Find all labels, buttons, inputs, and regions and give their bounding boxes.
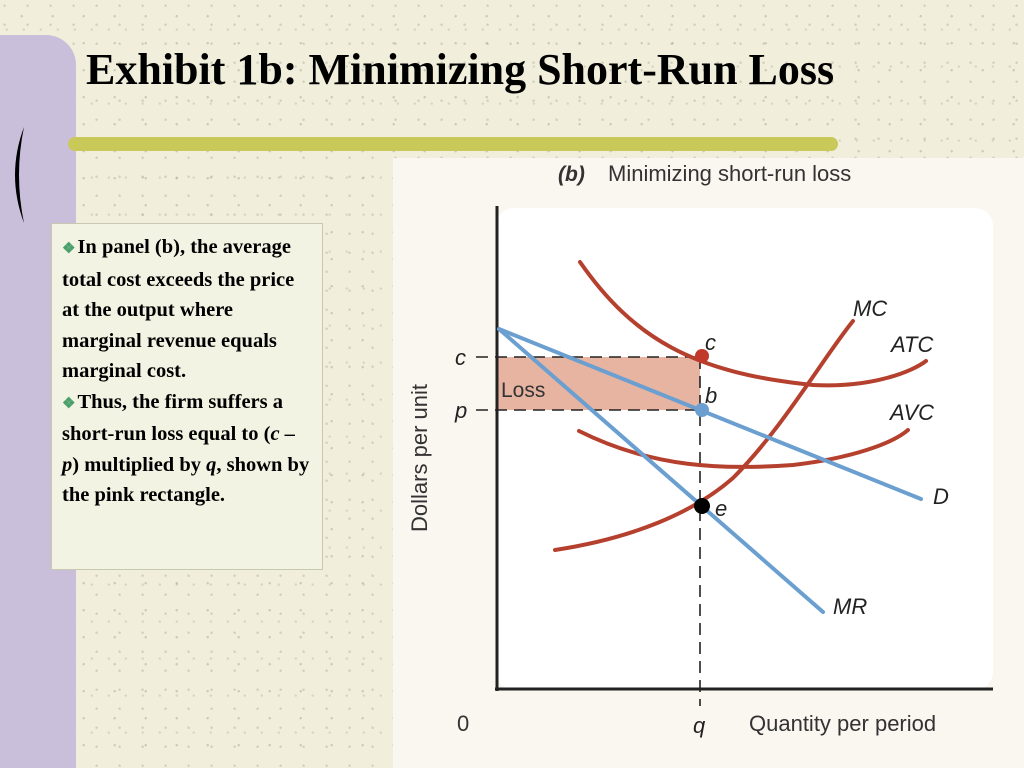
economics-figure: (b) Minimizing short-run loss Loss Dolla… [393, 158, 1024, 768]
y-tick-c: c [455, 345, 466, 370]
bullet-2-text-b: – [279, 423, 295, 445]
mr-label: MR [833, 594, 867, 619]
bullet-paragraph-2: ❖Thus, the firm suffers a short-run loss… [62, 387, 314, 511]
slide-title: Exhibit 1b: Minimizing Short-Run Loss [86, 45, 835, 94]
point-e-label: e [715, 496, 727, 521]
point-b [695, 403, 709, 417]
mc-label: MC [853, 296, 887, 321]
bullet-2-var-p: p [62, 453, 73, 476]
bullet-2-text-c: ) multiplied by [72, 453, 207, 476]
demand-curve [497, 327, 923, 501]
atc-curve [578, 260, 928, 388]
loss-label: Loss [501, 379, 545, 402]
point-c [695, 349, 709, 363]
x-axis-label: Quantity per period [749, 711, 936, 736]
origin-label: 0 [457, 711, 469, 736]
point-b-label: b [705, 383, 717, 408]
title-underline [68, 137, 838, 151]
bullet-2-text-d: , shown by the pink rectangle. [62, 453, 310, 507]
point-c-label: c [705, 330, 716, 355]
diamond-cluster-bullet-icon: ❖ [62, 395, 76, 412]
diamond-cluster-bullet-icon: ❖ [62, 241, 76, 257]
x-tick-q: q [693, 713, 706, 738]
y-axis-label: Dollars per unit [407, 384, 432, 532]
panel-title: Minimizing short-run loss [608, 161, 851, 186]
mc-curve [553, 319, 855, 552]
figure-svg: (b) Minimizing short-run loss Loss Dolla… [407, 161, 993, 738]
explanation-textbox: ❖In panel (b), the average total cost ex… [51, 223, 323, 570]
demand-label: D [933, 484, 949, 509]
y-tick-p: p [454, 398, 467, 423]
bullet-2-text-a: Thus, the firm suffers a short-run loss … [62, 390, 284, 446]
bracket-ornament [15, 127, 24, 223]
point-e [694, 498, 710, 514]
bullet-2-var-q: q [206, 453, 217, 476]
bullet-paragraph-1: ❖In panel (b), the average total cost ex… [62, 232, 314, 387]
avc-label: AVC [888, 400, 934, 425]
bullet-2-var-c: c [270, 423, 280, 445]
mr-curve [497, 327, 825, 614]
atc-label: ATC [889, 332, 933, 357]
panel-tag: (b) [558, 163, 585, 186]
bullet-1-text: In panel (b), the average total cost exc… [62, 236, 295, 382]
loss-rectangle [497, 357, 700, 410]
plot-area [496, 208, 993, 690]
